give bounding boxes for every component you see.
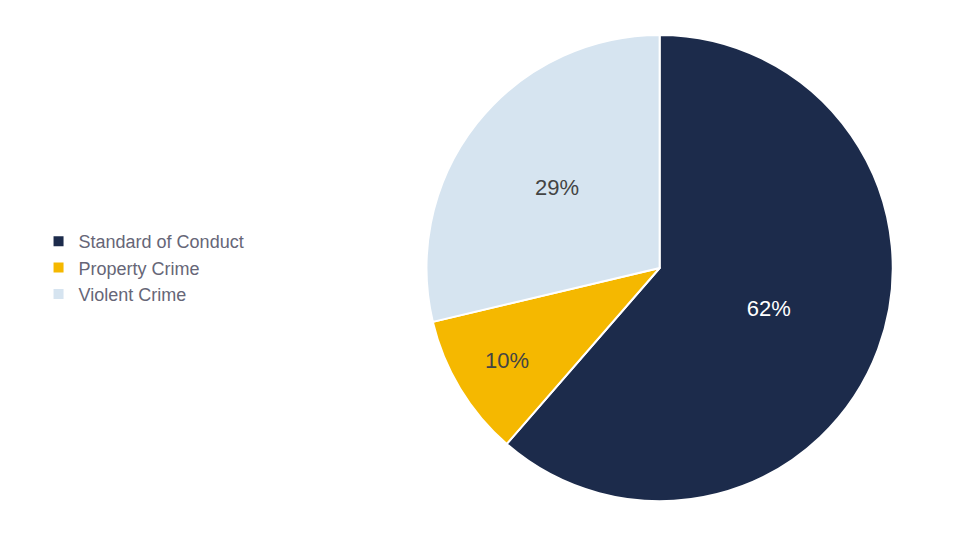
svg-text:Property Crime: Property Crime: [79, 259, 200, 279]
svg-text:10%: 10%: [485, 348, 529, 373]
svg-text:29%: 29%: [535, 175, 579, 200]
svg-text:Standard of Conduct: Standard of Conduct: [79, 232, 244, 252]
svg-text:62%: 62%: [747, 296, 791, 321]
svg-text:Violent Crime: Violent Crime: [79, 285, 187, 305]
